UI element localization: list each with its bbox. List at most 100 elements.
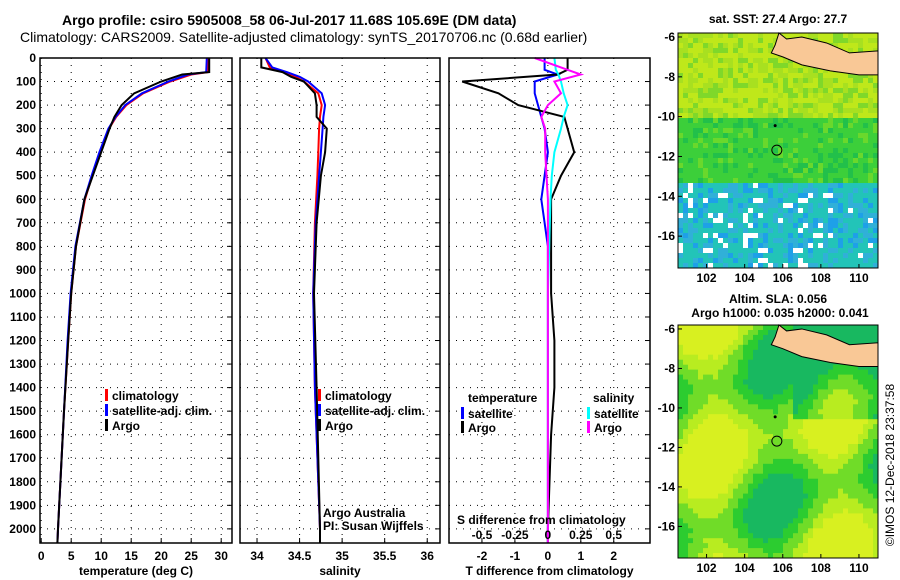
map-cell	[803, 108, 809, 114]
map-cell	[743, 334, 749, 341]
map-cell	[783, 538, 789, 544]
map-cell	[703, 429, 709, 435]
map-cell	[853, 434, 859, 440]
map-cell	[778, 523, 784, 529]
map-cell	[753, 133, 759, 139]
map-cell	[828, 143, 834, 149]
map-cell	[698, 93, 704, 99]
map-cell	[818, 399, 824, 405]
map-cell	[798, 429, 804, 435]
map-cell	[758, 258, 764, 264]
map-cell	[768, 379, 774, 385]
map-cell	[708, 98, 714, 104]
map-cell	[758, 379, 764, 385]
map-cell	[848, 458, 854, 465]
map-cell	[868, 83, 874, 89]
map-cell	[753, 103, 759, 109]
map-cell	[818, 444, 824, 450]
map-cell	[698, 58, 704, 64]
map-cell	[773, 349, 779, 356]
map-cell	[833, 138, 839, 144]
map-cell	[873, 203, 879, 209]
map-cell	[723, 173, 729, 179]
map-cell	[873, 143, 879, 149]
map-cell	[723, 330, 729, 336]
map-cell	[718, 158, 724, 164]
map-cell	[718, 43, 724, 49]
map-cell	[713, 458, 719, 465]
map-cell	[768, 533, 774, 539]
map-cell	[798, 238, 804, 244]
map-cell	[858, 394, 864, 400]
map-cell	[763, 498, 769, 504]
map-cell	[838, 463, 844, 470]
map-cell	[758, 468, 764, 475]
map-cell	[678, 258, 684, 264]
map-lon-label: 108	[811, 561, 831, 575]
map-cell	[678, 198, 684, 204]
map-cell	[713, 334, 719, 341]
map-cell	[828, 83, 834, 89]
map-cell	[678, 123, 684, 129]
map-cell	[748, 518, 754, 524]
map-cell	[763, 414, 769, 420]
map-cell	[693, 38, 699, 44]
map-cell	[718, 384, 724, 390]
map-cell	[808, 83, 814, 89]
map-cell	[728, 553, 734, 559]
map-cell	[863, 113, 869, 119]
map-cell	[753, 399, 759, 405]
map-cell	[823, 168, 829, 174]
map-cell	[813, 118, 819, 124]
map-cell	[793, 384, 799, 390]
map-cell	[823, 228, 829, 234]
x-axis-label: temperature (deg C)	[79, 564, 193, 578]
map-cell	[773, 518, 779, 524]
map-cell	[848, 419, 854, 425]
map-cell	[843, 188, 849, 194]
map-cell	[748, 374, 754, 380]
map-cell	[708, 448, 714, 455]
map-cell	[813, 414, 819, 420]
map-cell	[848, 439, 854, 445]
map-cell	[683, 518, 689, 524]
map-cell	[683, 478, 689, 485]
map-cell	[683, 103, 689, 109]
map-cell	[728, 233, 734, 239]
map-cell	[703, 364, 709, 371]
map-cell	[808, 523, 814, 529]
map-cell	[793, 325, 799, 331]
map-cell	[853, 48, 859, 54]
map-cell	[678, 138, 684, 144]
map-cell	[818, 359, 824, 366]
map-cell	[853, 43, 859, 49]
map-cell	[738, 414, 744, 420]
map-cell	[848, 153, 854, 159]
map-cell	[793, 203, 799, 209]
map-cell	[713, 238, 719, 244]
map-cell	[833, 143, 839, 149]
map-cell	[698, 88, 704, 94]
map-cell	[758, 513, 764, 519]
map-cell	[688, 158, 694, 164]
map-cell	[858, 168, 864, 174]
map-cell	[743, 188, 749, 194]
map-cell	[808, 548, 814, 554]
map-cell	[758, 228, 764, 234]
map-cell	[823, 138, 829, 144]
map-cell	[698, 233, 704, 239]
x-tick-label: 35	[335, 549, 349, 563]
y-tick-label: 1200	[9, 334, 36, 348]
map-cell	[778, 98, 784, 104]
map-cell	[728, 384, 734, 390]
map-cell	[723, 108, 729, 114]
map-cell	[808, 98, 814, 104]
map-cell	[793, 198, 799, 204]
map-cell	[708, 258, 714, 264]
map-cell	[723, 434, 729, 440]
map-cell	[708, 143, 714, 149]
map-cell	[793, 538, 799, 544]
map-cell	[863, 163, 869, 169]
map-cell	[713, 98, 719, 104]
map-cell	[728, 548, 734, 554]
